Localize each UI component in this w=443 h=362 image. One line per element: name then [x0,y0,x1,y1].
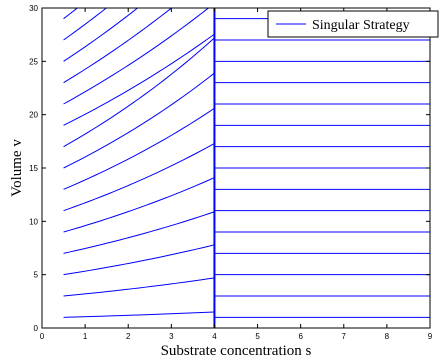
y-tick-label: 15 [29,164,38,173]
legend-entry: Singular Strategy [312,18,410,33]
y-tick-label: 10 [29,217,38,226]
y-tick-label: 0 [34,324,39,333]
trajectory-curve-left [63,7,107,41]
x-tick-label: 9 [428,332,433,341]
x-tick-label: 2 [126,332,131,341]
tick-layer: 0 1 2 3 4 5 6 7 8 9 0 5 10 15 20 25 30 [29,4,433,341]
x-axis-label: Substrate concentration s [161,343,312,359]
trajectory-curve-left [63,211,215,254]
x-tick-label: 0 [40,332,45,341]
trajectory-curve-left [63,107,215,190]
y-tick-label: 25 [29,57,38,66]
trajectory-curve-left [63,7,172,84]
trajectory-curve-left [63,7,138,62]
trajectory-curve-left [63,72,215,169]
trajectory-curve-left [63,7,209,105]
x-tick-label: 5 [255,332,260,341]
y-axis-label: Volume v [9,139,25,197]
x-tick-label: 1 [83,332,88,341]
y-tick-label: 20 [29,111,38,120]
trajectory-curve-left [63,37,215,148]
trajectory-curve-left [63,244,215,276]
x-tick-label: 6 [298,332,303,341]
trajectory-curve-left [63,143,215,212]
y-tick-label: 5 [34,271,39,280]
x-tick-label: 4 [212,332,217,341]
x-tick-label: 3 [169,332,174,341]
legend: Singular Strategy [267,10,439,38]
x-tick-label: 8 [385,332,390,341]
trajectory-curve-left [63,33,215,126]
series-layer [63,7,430,328]
trajectory-curve-left [63,177,215,233]
y-tick-label: 30 [29,4,38,13]
trajectory-curve-left [63,311,215,318]
trajectory-curve-left [63,277,215,297]
x-tick-label: 7 [342,332,347,341]
